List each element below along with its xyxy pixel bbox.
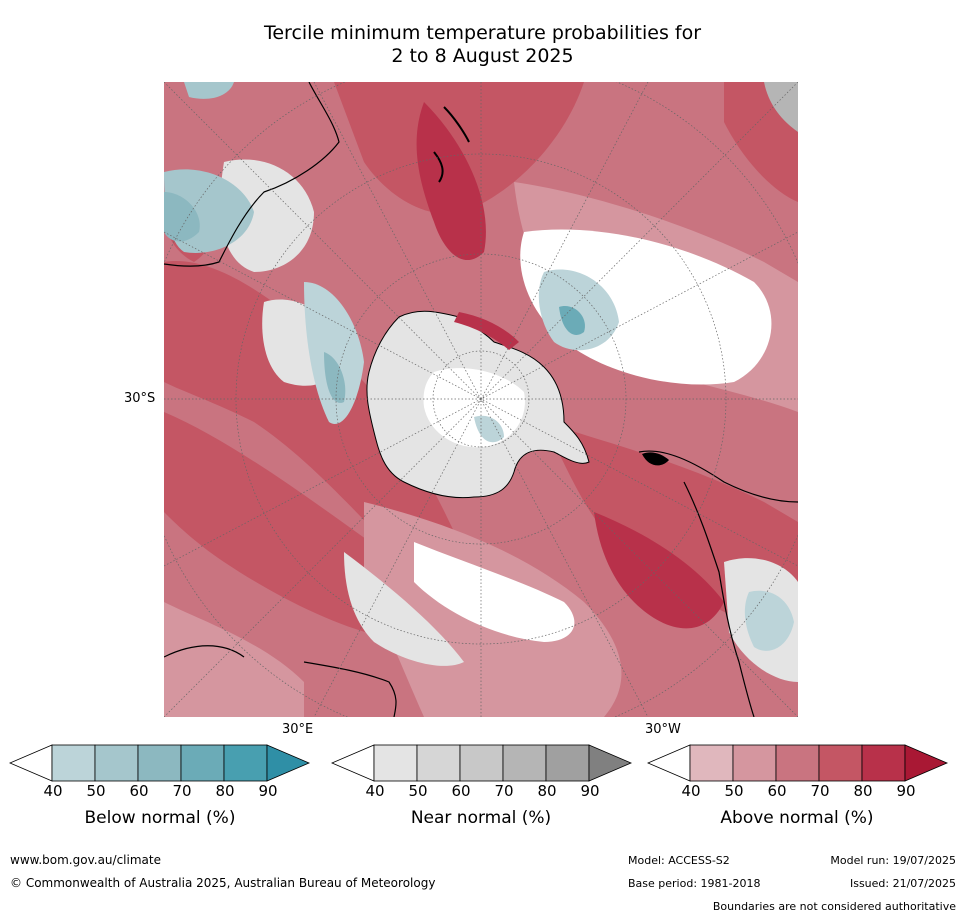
antarctica-below-patch	[474, 415, 504, 443]
colorbar-segment	[689, 744, 734, 782]
colorbar-extend-low	[331, 744, 375, 782]
above-normal-light	[164, 602, 304, 717]
below-normal-region	[304, 282, 364, 424]
tick-label: 40	[43, 782, 63, 800]
colorbar-extend-high	[904, 744, 949, 782]
footer-copyright: © Commonwealth of Australia 2025, Austra…	[10, 876, 436, 890]
africa-outline	[164, 645, 397, 717]
colorbar-below-normal	[9, 744, 311, 782]
tick-label: 70	[172, 782, 192, 800]
colorbar-segment	[51, 744, 96, 782]
tick-label: 80	[537, 782, 557, 800]
above-normal-band	[164, 261, 464, 582]
footer-issued: Issued: 21/07/2025	[849, 877, 956, 890]
falklands-outline	[642, 452, 669, 466]
south-america-outline	[638, 450, 798, 717]
below-normal-region	[559, 306, 585, 335]
colorbar-segment	[818, 744, 863, 782]
colorbar-extend-low	[9, 744, 53, 782]
probability-map	[164, 82, 798, 717]
near-normal-region	[220, 159, 314, 272]
colorbar-near-svg	[331, 744, 633, 782]
colorbar-segment	[137, 744, 182, 782]
colorbar-segment	[459, 744, 504, 782]
colorbar-extend-high	[588, 744, 633, 782]
tick-label: 40	[365, 782, 385, 800]
above-normal-band	[594, 512, 724, 629]
near-normal-region	[414, 542, 575, 642]
colorbar-segment	[775, 744, 820, 782]
lon-label-30e: 30°E	[282, 722, 314, 737]
lat-label-30s: 30°S	[124, 391, 156, 406]
tick-label: 90	[258, 782, 278, 800]
colorbar-label-above: Above normal (%)	[720, 808, 874, 828]
below-normal-region	[184, 82, 234, 99]
colorbar-segment	[732, 744, 777, 782]
lon-label-30w: 30°W	[645, 722, 681, 737]
tick-label: 90	[580, 782, 600, 800]
tick-label: 60	[129, 782, 149, 800]
colorbar-above-normal	[647, 744, 949, 782]
colorbar-extend-high	[266, 744, 311, 782]
tick-label: 70	[810, 782, 830, 800]
above-normal-band	[416, 102, 486, 261]
tick-label: 90	[896, 782, 916, 800]
australia-outline	[164, 82, 340, 267]
tick-label: 50	[408, 782, 428, 800]
below-normal-region	[164, 192, 200, 242]
colorbar-segment	[545, 744, 590, 782]
tick-label: 70	[494, 782, 514, 800]
colorbar-below-svg	[9, 744, 311, 782]
footer-model: Model: ACCESS-S2	[628, 854, 730, 867]
tick-label: 50	[86, 782, 106, 800]
tick-label: 40	[681, 782, 701, 800]
colorbar-segment	[94, 744, 139, 782]
antarctica-dark-band	[454, 312, 519, 350]
colorbar-segment	[416, 744, 461, 782]
tick-label: 60	[451, 782, 471, 800]
tick-label: 60	[767, 782, 787, 800]
colorbar-extend-low	[647, 744, 691, 782]
colorbar-segment	[180, 744, 225, 782]
below-normal-region	[538, 269, 619, 351]
near-normal-region	[344, 552, 464, 666]
tick-label: 80	[853, 782, 873, 800]
colorbar-segment	[861, 744, 906, 782]
near-normal-region	[764, 82, 798, 132]
footer-base-period: Base period: 1981-2018	[628, 877, 761, 890]
colorbar-above-svg	[647, 744, 949, 782]
colorbar-segment	[373, 744, 418, 782]
tick-label: 50	[724, 782, 744, 800]
chart-title-line-2: 2 to 8 August 2025	[391, 45, 574, 67]
footer-disclaimer: Boundaries are not considered authoritat…	[712, 900, 956, 913]
new-zealand-outline	[433, 106, 470, 183]
colorbar-near-normal	[331, 744, 633, 782]
colorbar-segment	[502, 744, 547, 782]
footer-model-run: Model run: 19/07/2025	[830, 854, 956, 867]
graticule	[164, 82, 798, 717]
colorbar-label-below: Below normal (%)	[84, 808, 236, 828]
below-normal-region	[324, 352, 346, 403]
map-svg	[164, 82, 798, 717]
footer-url: www.bom.gov.au/climate	[10, 853, 161, 867]
tick-label: 80	[215, 782, 235, 800]
chart-title-line-1: Tercile minimum temperature probabilitie…	[263, 22, 702, 44]
colorbar-segment	[223, 744, 268, 782]
colorbar-label-near: Near normal (%)	[410, 808, 552, 828]
